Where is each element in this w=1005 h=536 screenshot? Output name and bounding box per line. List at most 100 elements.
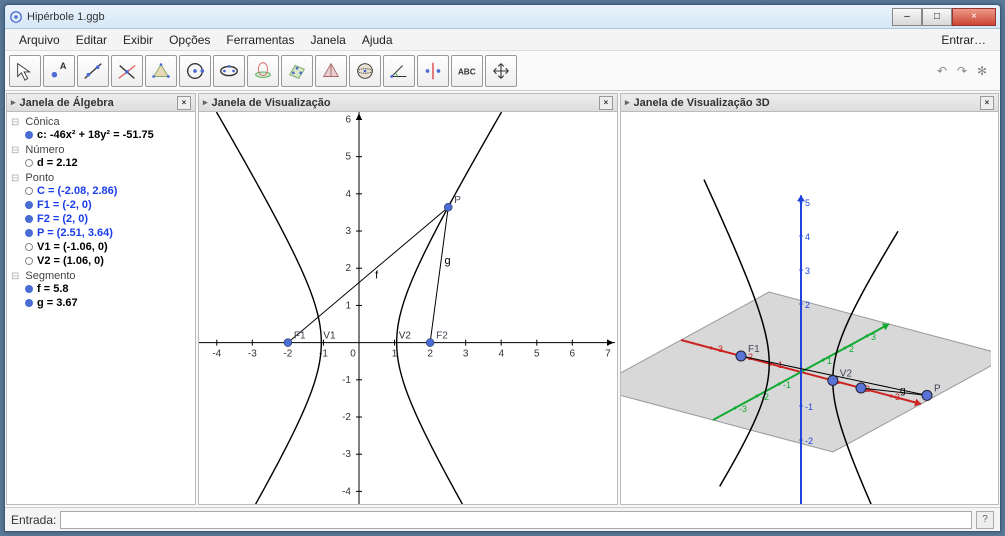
tool-text[interactable]: ABC [451,55,483,87]
svg-text:-4: -4 [212,349,221,360]
algebra-item-text: d = 2.12 [37,157,78,169]
tool-point[interactable]: A [43,55,75,87]
minimize-button[interactable]: – [892,8,922,26]
input-label: Entrada: [11,513,56,527]
toolbar: A ABC ↶ ↷ ✻ [5,51,1000,91]
tool-pyramid[interactable] [315,55,347,87]
svg-text:F2: F2 [436,331,448,342]
algebra-item[interactable]: V1 = (-1.06, 0) [11,240,191,254]
svg-text:-1: -1 [805,402,813,412]
algebra-item-text: C = (-2.08, 2.86) [37,185,117,197]
graphics2d-canvas[interactable]: -4-3-2-101234567-4-3-2-1123456fgF1V1V2F2… [199,112,617,504]
algebra-item[interactable]: F1 = (-2, 0) [11,198,191,212]
svg-text:-3: -3 [342,449,351,460]
svg-text:-2: -2 [805,436,813,446]
collapse-icon: ▸ [625,97,630,108]
graphics2d-panel: ▸ Janela de Visualização × -4-3-2-101234… [198,93,618,505]
svg-text:3: 3 [805,266,810,276]
panels-container: ▸ Janela de Álgebra × ⊟Cônicac: -46x² + … [5,91,1000,507]
tool-line[interactable] [77,55,109,87]
algebra-item[interactable]: C = (-2.08, 2.86) [11,184,191,198]
menu-ajuda[interactable]: Ajuda [354,31,401,49]
svg-text:7: 7 [605,349,611,360]
algebra-item-text: F2 = (2, 0) [37,213,88,225]
algebra-item-text: V2 = (1.06, 0) [37,255,104,267]
close-panel-button[interactable]: × [980,96,994,110]
menubar: ArquivoEditarExibirOpçõesFerramentasJane… [5,29,1000,51]
algebra-group[interactable]: ⊟Ponto [11,172,191,184]
visibility-bullet-icon[interactable] [25,243,33,251]
tool-move-view[interactable] [485,55,517,87]
visibility-bullet-icon[interactable] [25,187,33,195]
tool-sphere[interactable] [349,55,381,87]
tool-move[interactable] [9,55,41,87]
algebra-item[interactable]: V2 = (1.06, 0) [11,254,191,268]
visibility-bullet-icon[interactable] [25,201,33,209]
algebra-item[interactable]: f = 5.8 [11,282,191,296]
svg-text:-2: -2 [342,412,351,423]
redo-button[interactable]: ↷ [954,63,970,79]
svg-text:4: 4 [805,232,810,242]
visibility-bullet-icon[interactable] [25,229,33,237]
visibility-bullet-icon[interactable] [25,299,33,307]
tool-intersect-surfaces[interactable] [247,55,279,87]
window-title: Hipérbole 1.ggb [27,11,892,23]
app-window: Hipérbole 1.ggb – □ × ArquivoEditarExibi… [4,4,1001,532]
close-button[interactable]: × [952,8,996,26]
algebra-tree[interactable]: ⊟Cônicac: -46x² + 18y² = -51.75 ⊟Númerod … [7,112,195,504]
menu-editar[interactable]: Editar [68,31,115,49]
undo-button[interactable]: ↶ [934,63,950,79]
algebra-item-text: P = (2.51, 3.64) [37,227,113,239]
visibility-bullet-icon[interactable] [25,285,33,293]
tool-perpendicular[interactable] [111,55,143,87]
algebra-item[interactable]: F2 = (2, 0) [11,212,191,226]
algebra-group[interactable]: ⊟Segmento [11,270,191,282]
visibility-bullet-icon[interactable] [25,159,33,167]
visibility-bullet-icon[interactable] [25,131,33,139]
algebra-group[interactable]: ⊟Número [11,144,191,156]
menu-opções[interactable]: Opções [161,31,218,49]
collapse-icon: ▸ [203,97,208,108]
svg-text:1: 1 [827,356,832,366]
window-controls: – □ × [892,8,996,26]
tool-ellipse[interactable] [213,55,245,87]
algebra-panel-header[interactable]: ▸ Janela de Álgebra × [7,94,195,112]
visibility-bullet-icon[interactable] [25,215,33,223]
input-help-button[interactable]: ? [976,511,994,529]
visibility-bullet-icon[interactable] [25,257,33,265]
close-panel-button[interactable]: × [599,96,613,110]
settings-button[interactable]: ✻ [974,63,990,79]
maximize-button[interactable]: □ [922,8,952,26]
tool-polygon[interactable] [145,55,177,87]
menu-janela[interactable]: Janela [302,31,353,49]
menu-arquivo[interactable]: Arquivo [11,31,68,49]
algebra-item[interactable]: d = 2.12 [11,156,191,170]
menu-ferramentas[interactable]: Ferramentas [218,31,302,49]
tool-circle[interactable] [179,55,211,87]
svg-text:4: 4 [345,189,351,200]
tool-angle[interactable] [383,55,415,87]
input-field[interactable] [60,511,972,529]
svg-text:g: g [900,386,906,397]
algebra-item[interactable]: c: -46x² + 18y² = -51.75 [11,128,191,142]
algebra-item[interactable]: P = (2.51, 3.64) [11,226,191,240]
algebra-item-text: V1 = (-1.06, 0) [37,241,108,253]
tool-reflect[interactable] [417,55,449,87]
close-panel-button[interactable]: × [177,96,191,110]
svg-text:-1: -1 [342,375,351,386]
menu-exibir[interactable]: Exibir [115,31,161,49]
algebra-item[interactable]: g = 3.67 [11,296,191,310]
svg-text:A: A [60,61,67,71]
graphics2d-panel-header[interactable]: ▸ Janela de Visualização × [199,94,617,112]
graphics3d-panel-header[interactable]: ▸ Janela de Visualização 3D × [621,94,998,112]
algebra-panel: ▸ Janela de Álgebra × ⊟Cônicac: -46x² + … [6,93,196,505]
tool-plane[interactable] [281,55,313,87]
sign-in-link[interactable]: Entrar… [933,31,994,49]
menubar-items: ArquivoEditarExibirOpçõesFerramentasJane… [11,31,401,49]
algebra-group[interactable]: ⊟Cônica [11,116,191,128]
svg-text:F1: F1 [748,344,760,355]
svg-text:-4: -4 [342,486,351,497]
graphics3d-canvas[interactable]: -3-2-1123-3-2-11235432-1-2F1V2Pg [621,112,998,504]
collapse-icon: ▸ [11,97,16,108]
svg-text:V2: V2 [399,331,412,342]
